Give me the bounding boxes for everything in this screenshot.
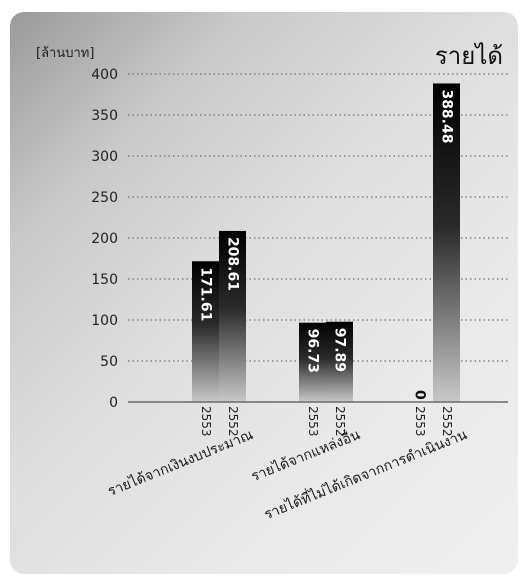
bar-value-label: 0: [412, 390, 428, 400]
year-label: 2553: [306, 406, 320, 437]
y-tick-label: 350: [91, 108, 118, 124]
chart-title: รายได้: [434, 42, 503, 70]
y-tick-label: 0: [109, 395, 118, 411]
bar: [433, 83, 460, 402]
year-label: 2552: [440, 406, 454, 437]
y-tick-label: 50: [100, 354, 118, 370]
year-label: 2552: [333, 406, 347, 437]
bar-value-label: 171.61: [198, 267, 214, 321]
bar-value-label: 96.73: [305, 329, 321, 373]
year-label: 2553: [413, 406, 427, 437]
y-tick-label: 400: [91, 67, 118, 83]
y-tick-label: 250: [91, 190, 118, 206]
bar: [299, 322, 326, 402]
y-tick-label: 150: [91, 272, 118, 288]
bar-value-label: 97.89: [332, 328, 348, 372]
bar: [192, 261, 219, 402]
year-label: 2552: [226, 406, 240, 437]
y-axis-unit-label: [ล้านบาท]: [36, 46, 95, 61]
bar-value-label: 208.61: [225, 237, 241, 291]
category-label: รายได้จากเงินงบประมาณ: [105, 426, 255, 500]
bar: [326, 321, 353, 402]
y-tick-label: 100: [91, 313, 118, 329]
bar: [219, 230, 246, 402]
category-label: รายได้ที่ไม่ได้เกิดจากการดำเนินงาน: [261, 425, 470, 523]
bar-value-label: 388.48: [439, 89, 455, 143]
year-label: 2553: [199, 406, 213, 437]
y-tick-label: 200: [91, 231, 118, 247]
y-tick-label: 300: [91, 149, 118, 165]
